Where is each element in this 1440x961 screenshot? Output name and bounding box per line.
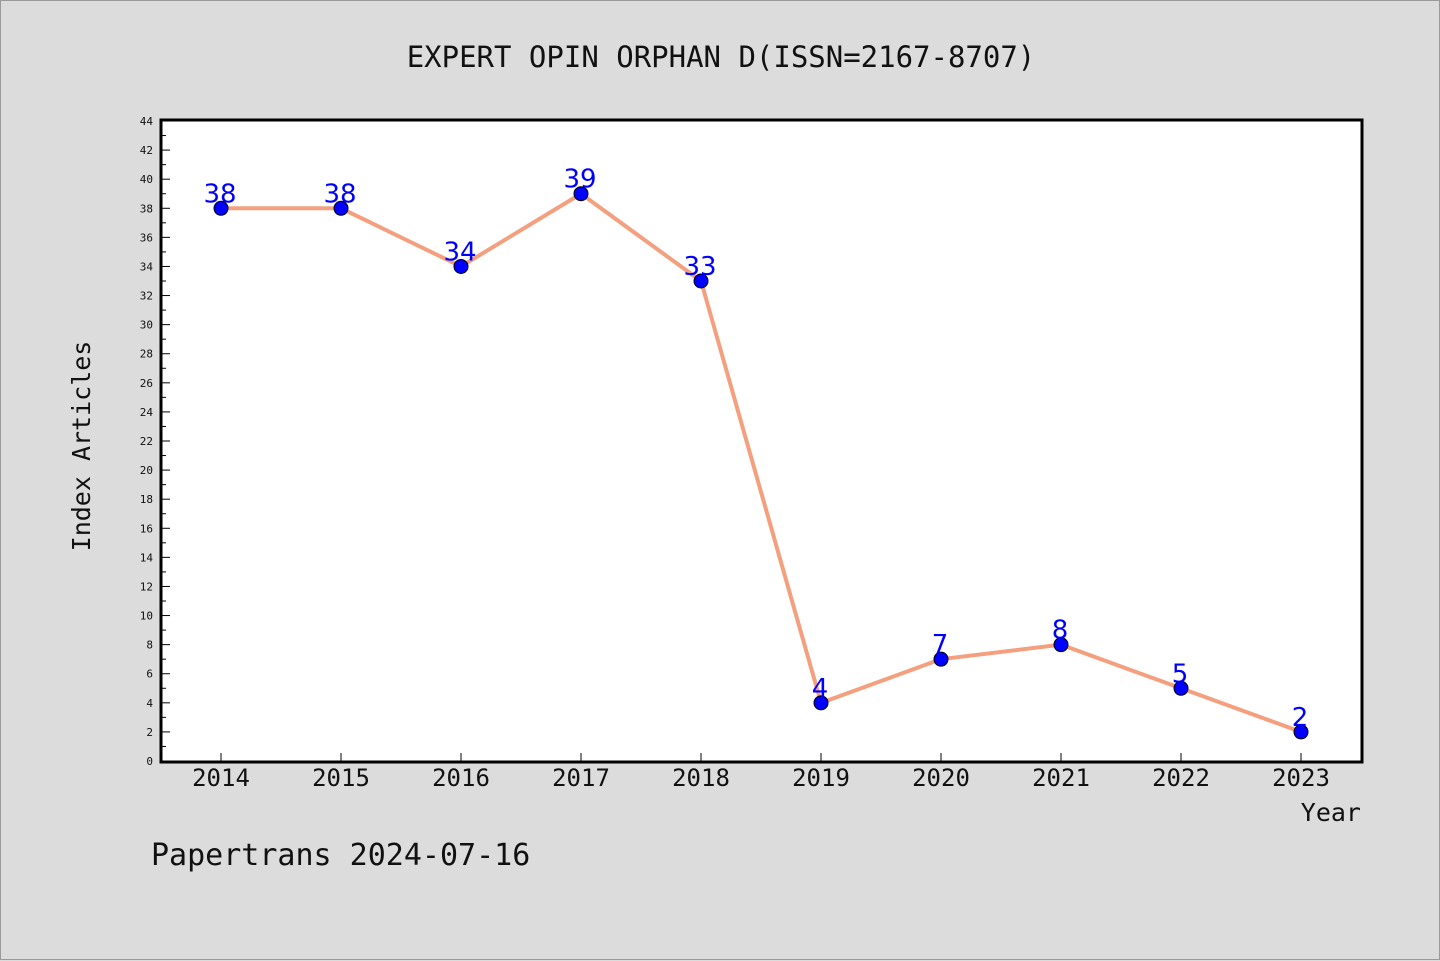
y-tick-label: 12: [140, 580, 153, 593]
y-tick-label: 32: [140, 290, 153, 303]
y-tick-label: 38: [140, 202, 153, 215]
y-tick-label: 18: [140, 493, 153, 506]
data-point: [453, 258, 469, 274]
y-tick-label: 28: [140, 348, 153, 361]
data-label: 33: [683, 252, 716, 282]
x-tick-label: 2015: [312, 764, 370, 792]
y-tick-label: 36: [140, 231, 153, 244]
x-tick-label: 2017: [552, 764, 610, 792]
data-label: 2: [1292, 703, 1309, 733]
data-label: 39: [563, 165, 596, 195]
data-label: 7: [932, 630, 949, 660]
x-tick-label: 2018: [672, 764, 730, 792]
y-tick-label: 24: [140, 406, 154, 419]
data-label: 8: [1052, 616, 1069, 646]
y-tick-label: 30: [140, 319, 153, 332]
x-tick-label: 2023: [1272, 764, 1330, 792]
y-tick-label: 44: [140, 115, 154, 128]
data-point: [693, 273, 709, 289]
data-point: [213, 200, 229, 216]
x-axis-label: Year: [1301, 798, 1361, 827]
x-tick-label: 2021: [1032, 764, 1090, 792]
data-point: [333, 200, 349, 216]
data-point: [933, 651, 949, 667]
y-tick-label: 34: [140, 260, 154, 273]
y-axis-label: Index Articles: [67, 341, 96, 552]
y-tick-label: 10: [140, 610, 153, 623]
y-tick-label: 42: [140, 144, 153, 157]
data-point: [1053, 637, 1069, 653]
y-tick-label: 14: [140, 551, 154, 564]
y-tick-label: 4: [146, 697, 153, 710]
x-tick-label: 2016: [432, 764, 490, 792]
x-tick-label: 2020: [912, 764, 970, 792]
data-point: [813, 695, 829, 711]
y-axis: 0246810121416182022242628303234363840424…: [140, 115, 170, 768]
x-tick-label: 2022: [1152, 764, 1210, 792]
y-tick-label: 6: [146, 668, 153, 681]
x-axis: 2014 2015 2016 2017 2018 2019 2020 2021 2022 2023: [192, 753, 1330, 792]
data-point: [1293, 724, 1309, 740]
x-tick-label: 2014: [192, 764, 250, 792]
data-label: 5: [1172, 659, 1189, 689]
footer-text: Papertrans 2024-07-16: [151, 838, 530, 873]
y-tick-label: 0: [146, 755, 153, 768]
series-line: [221, 191, 1302, 734]
data-label: 38: [323, 179, 356, 209]
y-tick-label: 2: [146, 726, 153, 739]
y-tick-label: 22: [140, 435, 153, 448]
data-label: 4: [812, 674, 829, 704]
series-group: 38 38 34 39 33 4 7 8 5 2: [203, 165, 1309, 740]
data-label: 38: [203, 179, 236, 209]
y-tick-label: 8: [146, 639, 153, 652]
chart-title: EXPERT OPIN ORPHAN D(ISSN=2167-8707): [407, 40, 1036, 74]
data-point: [573, 186, 589, 202]
data-label: 34: [443, 237, 476, 267]
x-tick-label: 2019: [792, 764, 850, 792]
y-tick-label: 20: [140, 464, 153, 477]
y-tick-label: 26: [140, 377, 153, 390]
plot-area: [159, 118, 1364, 764]
data-point: [1173, 680, 1189, 696]
y-tick-label: 16: [140, 522, 153, 535]
y-tick-label: 40: [140, 173, 153, 186]
